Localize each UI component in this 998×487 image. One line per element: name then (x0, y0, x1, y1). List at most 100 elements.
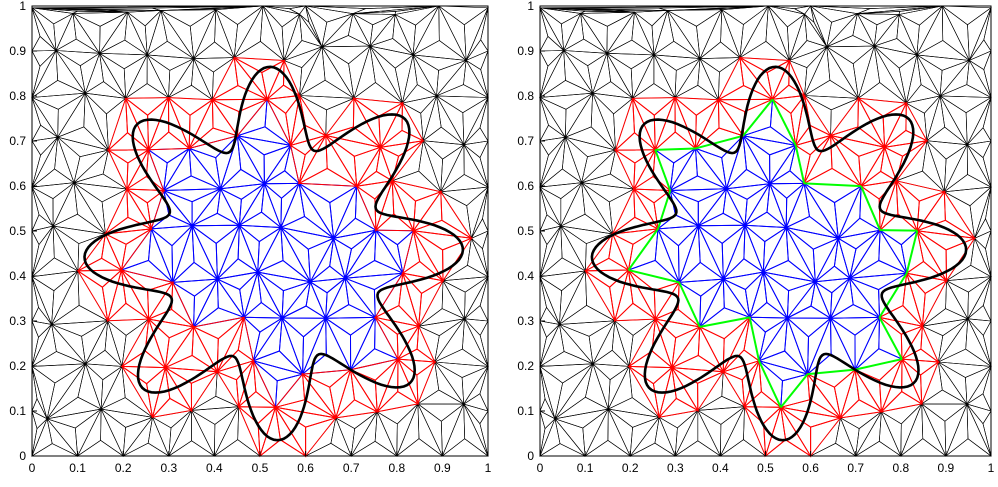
exterior-element (559, 213, 613, 235)
cut-element (353, 97, 381, 148)
exterior-element (539, 5, 769, 9)
interior-boundary-edge (860, 185, 882, 231)
exterior-element (168, 57, 195, 99)
x-tick-label: 1 (988, 461, 995, 475)
exterior-element (305, 5, 353, 23)
interior-element (191, 188, 221, 228)
interior-element (762, 271, 790, 320)
exterior-element (803, 79, 860, 99)
exterior-element (99, 11, 128, 55)
cut-element (107, 98, 129, 152)
exterior-element (437, 5, 489, 26)
cut-element (104, 188, 129, 235)
exterior-element (539, 276, 560, 325)
interior-boundary-edge (807, 368, 856, 376)
exterior-element (146, 54, 195, 71)
exterior-element (539, 124, 567, 142)
cut-element (628, 269, 656, 320)
x-tick-label: 0.7 (343, 461, 360, 475)
interior-element (279, 215, 334, 239)
exterior-element (412, 54, 467, 71)
exterior-element (31, 306, 53, 325)
interior-boundary-edge (878, 316, 903, 360)
exterior-element (31, 276, 52, 325)
exterior-element (72, 12, 101, 55)
cut-element (147, 281, 174, 321)
interior-element (828, 304, 880, 319)
exterior-element (539, 136, 567, 156)
exterior-element (895, 170, 946, 193)
x-tick-label: 1 (485, 461, 492, 475)
y-tick-label: 0 (19, 449, 26, 463)
y-tick-label: 0.3 (9, 314, 26, 328)
exterior-element (416, 389, 465, 405)
cut-element (121, 228, 152, 271)
exterior-element (100, 365, 123, 410)
exterior-element (464, 276, 489, 320)
exterior-element (51, 324, 86, 365)
exterior-element (84, 92, 109, 151)
interior-boundary-edge (748, 317, 760, 362)
exterior-element (394, 54, 414, 104)
exterior-element (554, 418, 586, 457)
interior-element (279, 181, 306, 229)
y-tick-label: 1 (19, 0, 26, 13)
interior-element (215, 223, 241, 280)
exterior-element (539, 418, 556, 457)
exterior-element (826, 46, 859, 99)
interior-element (762, 226, 788, 273)
cut-element (120, 365, 167, 385)
interior-element (242, 301, 284, 319)
exterior-element (417, 403, 443, 457)
exterior-element (609, 149, 635, 190)
interior-element (257, 271, 284, 320)
interior-element (191, 212, 242, 227)
exterior-element (564, 126, 617, 151)
exterior-element (937, 348, 993, 367)
exterior-element (350, 440, 398, 457)
interior-element (344, 229, 377, 279)
exterior-element (281, 13, 301, 61)
exterior-element (31, 136, 58, 188)
exterior-element (966, 403, 992, 457)
exterior-element (31, 225, 54, 277)
exterior-element (857, 5, 943, 14)
x-tick-label: 0.2 (115, 461, 132, 475)
interior-element (237, 135, 293, 156)
interior-element (721, 271, 765, 291)
exterior-element (151, 416, 172, 457)
interior-element (743, 223, 766, 273)
exterior-element (214, 406, 239, 457)
exterior-element (857, 13, 900, 26)
cut-element (167, 97, 214, 116)
exterior-element (856, 12, 878, 48)
interior-element (721, 223, 747, 280)
interior-element (236, 135, 265, 184)
exterior-element (554, 396, 610, 420)
cut-element (631, 97, 677, 116)
exterior-element (31, 214, 54, 232)
exterior-element (55, 50, 86, 94)
exterior-element (938, 361, 968, 406)
exterior-element (482, 187, 489, 232)
interior-element (784, 215, 839, 239)
exterior-element (900, 403, 922, 457)
exterior-element (305, 5, 366, 15)
axes-frame (539, 5, 992, 457)
exterior-element (57, 136, 109, 158)
exterior-element (463, 59, 489, 99)
exterior-element (54, 38, 100, 54)
interior-element (854, 348, 904, 371)
exterior-element (720, 5, 770, 25)
interior-element (349, 315, 377, 370)
exterior-element (966, 59, 992, 99)
x-tick-label: 0.9 (434, 461, 451, 475)
exterior-element (465, 50, 489, 71)
cut-element (943, 190, 976, 239)
cut-element (237, 406, 277, 425)
exterior-element (54, 137, 75, 184)
interior-element (748, 271, 768, 319)
exterior-element (396, 403, 419, 457)
exterior-element (539, 397, 556, 420)
exterior-element (31, 139, 41, 188)
